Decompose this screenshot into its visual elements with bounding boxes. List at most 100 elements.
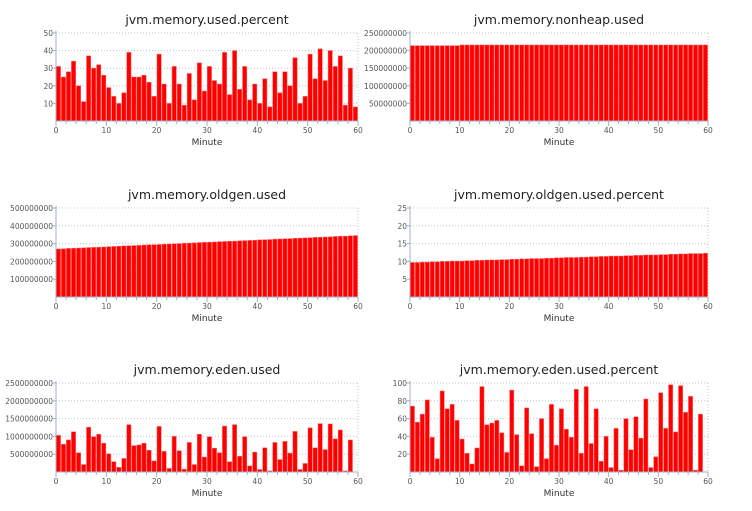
x-tick-label: 50 [303,477,313,486]
x-tick-label: 60 [703,477,713,486]
bar [643,398,649,473]
bar [514,44,520,122]
bar [212,241,217,298]
y-tick-label: 20 [43,82,53,91]
bar [297,103,303,122]
bar [593,44,599,122]
bar [568,437,574,473]
bar [196,62,202,122]
bar [212,447,217,473]
bar [141,442,147,473]
bar [504,452,510,473]
bar [353,106,358,122]
bar [156,244,162,298]
bar [322,449,328,473]
bar [539,418,544,473]
bar [81,101,86,122]
bar [121,92,127,122]
bar [489,422,495,473]
bar [608,467,614,473]
bar [529,44,534,122]
x-tick-label: 20 [152,302,162,311]
y-tick-label: 40 [43,47,53,56]
bar [469,44,475,122]
bar [191,99,197,122]
bar [653,456,659,473]
bar [454,420,460,473]
bar [474,447,480,473]
bar [202,456,207,473]
bar [524,258,530,298]
bar [307,237,313,298]
bar [252,239,258,298]
bar [307,427,313,473]
chart-title: jvm.memory.oldgen.used.percent [453,187,664,202]
bar [66,71,71,122]
bar [593,256,599,298]
bar [514,259,520,298]
bar [96,246,102,298]
bar [658,254,664,298]
bar [648,467,654,473]
bar [623,255,629,298]
bar [484,259,490,298]
bar [332,236,338,298]
bar [613,428,619,473]
bar [257,103,263,122]
bar [222,425,227,473]
x-tick-label: 60 [703,126,713,135]
bar [76,452,81,473]
bar [267,239,273,298]
x-tick-label: 60 [353,477,363,486]
bar [101,442,107,473]
bar [683,253,688,298]
bar [509,389,515,473]
bar [312,237,318,298]
bar [222,52,227,122]
chart-panel: jvm.memory.eden.used.percent 20 40 60 80 100 0… [393,362,713,499]
x-tick-label: 40 [604,477,614,486]
bar [347,67,353,122]
bar [529,258,534,298]
bar [126,52,132,122]
bar [489,44,495,122]
bar [434,458,440,473]
y-tick-label: 2000000000 [5,397,53,406]
bar [262,239,268,298]
bar [56,66,61,122]
bar [449,260,455,298]
bar [578,453,584,473]
y-tick-label: 15 [397,240,407,249]
bar [191,464,197,473]
bar [648,44,654,122]
bar [176,450,182,473]
bar [61,76,66,122]
bar [56,435,61,473]
bar [106,246,112,298]
bar [91,247,97,298]
bar [327,423,333,473]
bar [151,460,157,473]
bar [247,240,253,298]
bar [588,256,594,298]
bar [688,396,693,473]
bar [71,247,76,298]
bar [643,254,649,298]
x-axis-label: Minute [544,314,575,324]
y-tick-label: 20 [397,450,407,459]
y-tick-label: 500000000 [10,450,53,459]
bar [161,243,167,298]
bar [232,424,237,473]
bar [121,245,127,298]
y-tick-label: 200000000 [364,47,407,56]
y-tick-label: 400000000 [10,222,53,231]
x-tick-label: 20 [152,126,162,135]
bar [181,104,187,122]
bar [459,44,465,122]
bar [332,66,338,122]
bar [673,431,679,473]
bar [683,44,688,122]
bar [327,236,333,298]
bar [444,408,450,473]
bar [534,466,539,473]
